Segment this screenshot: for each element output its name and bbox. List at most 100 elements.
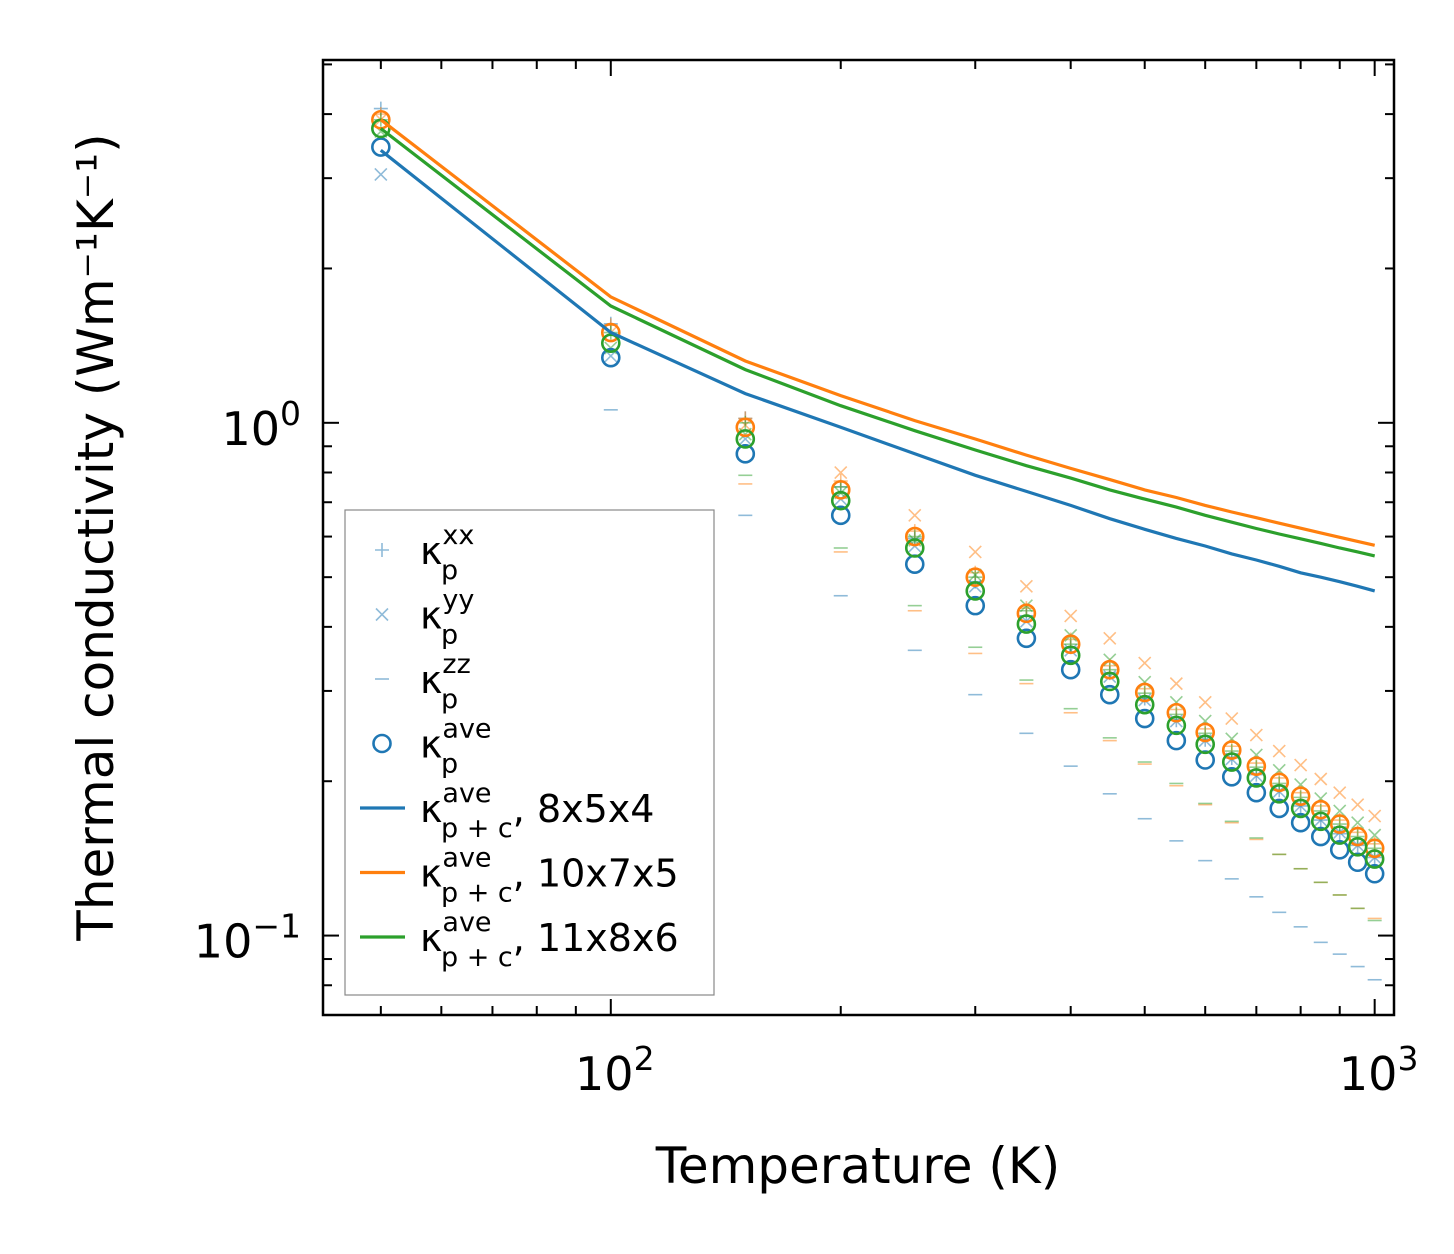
point-ave-10x7x5-700K [1246,756,1267,776]
point-xx-11x8x6-250K [907,529,922,544]
point-ave-8x5x4-300K [965,595,986,616]
point-yy-10x7x5-900K [1333,786,1347,800]
point-xx-11x8x6-600K [1198,726,1213,741]
point-ave-10x7x5-500K-glyph [1134,682,1155,703]
point-ave-11x8x6-1000K [1364,849,1385,869]
point-ave-10x7x5-250K-glyph [904,526,925,547]
point-ave-11x8x6-150K-glyph [735,429,756,449]
data-markers [371,101,1385,981]
point-yy-8x5x4-50K [374,167,388,182]
y-tick-label-1-base: 10 [194,915,253,969]
point-yy-10x7x5-800K-glyph [1294,758,1308,772]
point-xx-11x8x6-950K [1350,829,1365,844]
point-yy-10x7x5-950K [1351,798,1365,812]
point-ave-11x8x6-300K-glyph [965,581,986,601]
y-tick-label-0: 100 [221,394,301,456]
point-ave-8x5x4-700K-glyph [1246,782,1267,803]
point-ave-8x5x4-750K-glyph [1269,798,1290,819]
point-yy-10x7x5-500K-glyph [1138,656,1152,670]
point-yy-10x7x5-700K-glyph [1249,728,1263,742]
point-ave-11x8x6-500K-glyph [1134,694,1155,715]
point-ave-10x7x5-550K-glyph [1166,702,1187,723]
point-xx-11x8x6-750K-glyph [1272,776,1287,791]
point-ave-8x5x4-800K-glyph [1290,812,1311,833]
legend-marker-3 [372,733,392,754]
x-tick-label-0-exp: 2 [634,1039,655,1078]
point-xx-11x8x6-600K-glyph [1198,726,1213,741]
point-ave-10x7x5-900K-glyph [1329,814,1350,834]
legend-marker-0 [375,543,389,557]
legend-label-0: κxx p [420,520,474,586]
legend-sub: p [441,620,458,651]
point-yy-10x7x5-350K-glyph [1019,579,1033,593]
point-ave-10x7x5-550K [1166,702,1187,723]
legend-suffix: , 10x7x5 [513,852,679,896]
point-ave-10x7x5-300K [965,567,986,587]
point-yy-10x7x5-500K [1138,656,1152,670]
x-tick-label-1: 103 [1339,1039,1419,1101]
point-xx-11x8x6-700K-glyph [1249,760,1264,775]
legend-sup: ave [442,714,491,745]
point-xx-11x8x6-800K-glyph [1293,790,1308,805]
point-ave-10x7x5-350K-glyph [1016,603,1037,624]
legend-item-3: κave p [372,714,492,780]
point-xx-11x8x6-550K [1169,707,1184,722]
x-tick-label-1-exp: 3 [1397,1039,1418,1078]
point-ave-10x7x5-800K-glyph [1290,786,1311,806]
legend-label-4: κave p + c, 8x5x4 [420,778,654,844]
legend-sup: zz [442,649,470,680]
legend-sub: p + c [441,942,513,973]
point-yy-10x7x5-450K-glyph [1103,631,1117,645]
point-ave-11x8x6-100K [600,333,621,353]
point-xx-11x8x6-400K [1063,637,1078,652]
point-ave-8x5x4-600K [1195,750,1216,770]
point-ave-10x7x5-150K-glyph [735,417,756,438]
point-yy-10x7x5-400K [1064,609,1078,623]
y-tick-label-0-exp: 0 [280,394,301,433]
point-ave-10x7x5-850K-glyph [1310,799,1331,820]
x-tick-label-0-base: 10 [575,1047,634,1101]
point-ave-8x5x4-200K [830,505,851,526]
point-yy-10x7x5-300K [968,545,982,559]
point-yy-10x7x5-850K-glyph [1314,772,1328,786]
point-yy-10x7x5-450K [1103,631,1117,645]
legend-label-6: κave p + c, 11x8x6 [420,907,679,973]
point-ave-8x5x4-350K-glyph [1016,628,1037,649]
point-xx-11x8x6-800K [1293,790,1308,805]
legend-sup: ave [442,778,491,809]
point-ave-11x8x6-1000K-glyph [1364,849,1385,869]
point-ave-11x8x6-700K-glyph [1246,768,1267,788]
point-yy-10x7x5-850K [1314,772,1328,786]
point-ave-11x8x6-400K [1060,645,1081,666]
point-ave-8x5x4-900K [1329,839,1350,860]
point-ave-11x8x6-350K [1016,614,1037,634]
legend-marker-1 [375,607,389,622]
point-yy-8x5x4-50K-glyph [374,167,388,182]
point-ave-8x5x4-50K [371,137,391,157]
legend-kappa: κ [420,658,442,702]
point-ave-8x5x4-400K [1060,659,1081,680]
point-ave-8x5x4-1000K [1364,863,1385,884]
line-pc-ave-11x8x6 [379,127,1376,558]
point-yy-10x7x5-600K-glyph [1198,695,1212,709]
point-ave-11x8x6-450K [1099,671,1120,692]
legend-sup: ave [442,907,491,938]
point-ave-8x5x4-1000K-glyph [1364,863,1385,884]
point-ave-11x8x6-900K-glyph [1329,825,1350,845]
point-ave-8x5x4-600K-glyph [1195,750,1216,770]
point-ave-11x8x6-300K [965,581,986,601]
point-ave-8x5x4-900K-glyph [1329,839,1350,860]
x-tick-label-0: 102 [575,1039,655,1101]
y-tick-label-1-exp: −1 [252,907,301,946]
point-ave-11x8x6-800K [1290,798,1311,819]
point-ave-11x8x6-600K [1195,734,1216,755]
point-ave-8x5x4-450K-glyph [1099,684,1120,705]
point-ave-10x7x5-750K [1269,772,1290,793]
point-ave-10x7x5-700K-glyph [1246,756,1267,776]
legend-sub: p + c [441,813,513,844]
point-ave-8x5x4-300K-glyph [965,595,986,616]
x-tick-label-1-base: 10 [1339,1047,1398,1101]
legend-item-2: κzz p [375,649,471,715]
point-ave-10x7x5-900K [1329,814,1350,834]
